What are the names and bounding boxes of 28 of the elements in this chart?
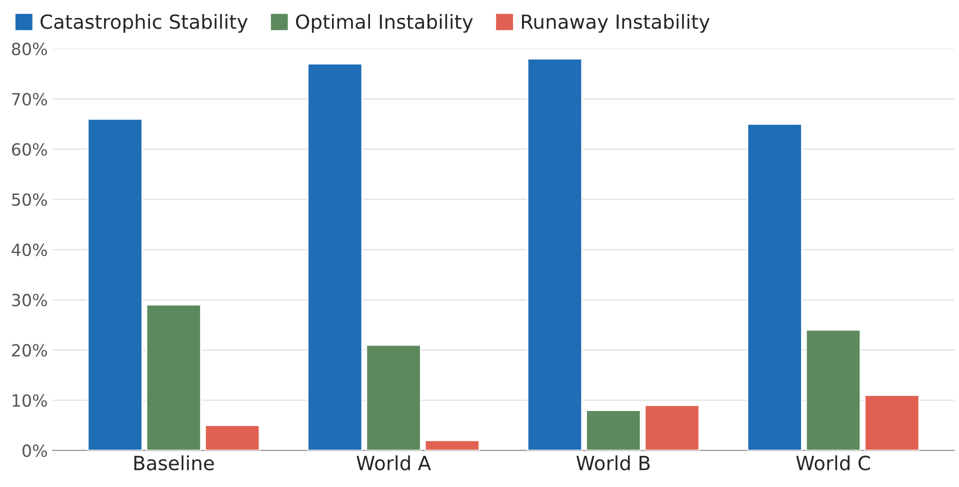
y-tick-label: 50% <box>12 193 47 206</box>
y-tick-label: 30% <box>12 294 47 306</box>
bar <box>307 63 363 450</box>
legend-label: Optimal Instability <box>296 14 473 33</box>
legend-label: Catastrophic Stability <box>40 14 248 33</box>
bar <box>526 58 583 450</box>
y-tick-label: 60% <box>12 143 47 156</box>
bar <box>366 344 422 450</box>
y-tick-label: 0% <box>22 444 47 458</box>
y-tick-label: 40% <box>12 244 47 256</box>
legend-label: Runaway Instability <box>522 14 710 33</box>
bar <box>146 304 202 450</box>
bar <box>746 123 802 450</box>
y-tick-label: 70% <box>12 92 47 106</box>
x-tick-label: World C <box>796 455 870 470</box>
x-tick-label: World B <box>576 455 650 470</box>
y-tick-label: 80% <box>12 42 47 56</box>
bar <box>864 394 920 450</box>
y-tick-label: 20% <box>12 344 47 357</box>
bar <box>424 440 480 450</box>
x-tick-label: Baseline <box>134 455 214 470</box>
bar <box>644 404 700 450</box>
x-tick-label: World A <box>356 455 431 470</box>
y-tick-label: 10% <box>12 394 47 407</box>
bar <box>87 118 143 450</box>
bar <box>805 329 862 450</box>
bar <box>204 424 260 450</box>
bar <box>586 410 642 450</box>
